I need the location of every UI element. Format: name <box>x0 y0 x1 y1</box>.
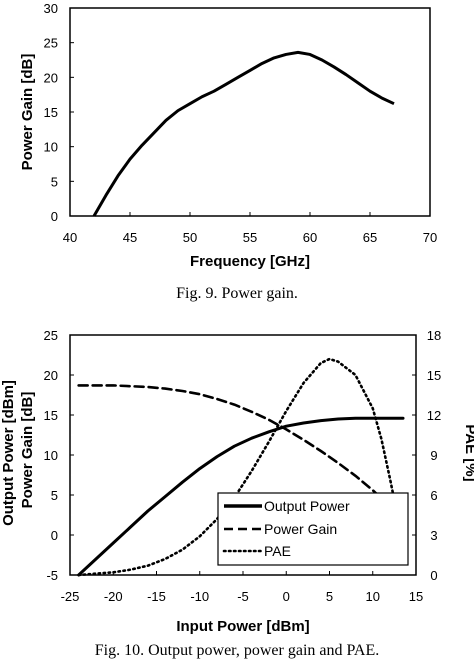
x-tick-label: 70 <box>423 230 437 245</box>
x-tick-label: 60 <box>303 230 317 245</box>
chart2-y-ticks: -5 0 5 10 15 20 25 <box>44 328 74 583</box>
pae-line <box>77 357 405 577</box>
chart2-right-y-ticks: 0 3 6 9 12 15 18 <box>412 328 441 583</box>
x-tick-label: -20 <box>104 589 123 604</box>
x-tick-label: -5 <box>237 589 249 604</box>
chart2-series <box>77 357 405 577</box>
y-tick-label: 25 <box>44 36 58 51</box>
y-tick-label: 25 <box>44 328 58 343</box>
y-tick-label: 30 <box>44 1 58 16</box>
chart1-series <box>92 50 395 217</box>
y-tick-label: 0 <box>51 209 58 224</box>
legend-label-power-gain: Power Gain <box>264 521 337 537</box>
y-tick-label: 10 <box>44 140 58 155</box>
power-gain-line <box>77 384 405 527</box>
x-tick-label: 65 <box>363 230 377 245</box>
right-y-tick-label: 0 <box>430 568 437 583</box>
x-tick-label: 10 <box>366 589 380 604</box>
x-tick-label: 40 <box>63 230 77 245</box>
right-y-tick-label: 15 <box>427 368 441 383</box>
y-tick-label: 5 <box>51 488 58 503</box>
chart1-x-ticks: 40 45 50 55 60 65 70 <box>63 212 437 245</box>
y-tick-label: 10 <box>44 448 58 463</box>
y-tick-label: 5 <box>51 174 58 189</box>
chart2-y-axis-label-output-power: Output Power [dBm] <box>0 380 17 526</box>
y-tick-label: 0 <box>51 528 58 543</box>
x-tick-label: 55 <box>243 230 257 245</box>
chart2-y-axis-label-power-gain: Power Gain [dB] <box>19 392 36 509</box>
legend-label-pae: PAE <box>264 543 291 559</box>
fig9-caption: Fig. 9. Power gain. <box>176 285 298 302</box>
chart1-y-axis-label: Power Gain [dB] <box>19 54 36 171</box>
chart1-x-axis-label: Frequency [GHz] <box>190 253 310 270</box>
power-gain-line <box>92 50 395 217</box>
right-y-tick-label: 12 <box>427 408 441 423</box>
x-tick-label: -25 <box>61 589 80 604</box>
right-y-tick-label: 18 <box>427 328 441 343</box>
right-y-tick-label: 6 <box>430 488 437 503</box>
legend-label-output-power: Output Power <box>264 498 350 514</box>
y-tick-label: 20 <box>44 368 58 383</box>
y-tick-label: 15 <box>44 105 58 120</box>
chart2-legend: Output Power Power Gain PAE <box>217 492 409 566</box>
x-tick-label: 0 <box>283 589 290 604</box>
y-tick-label: 20 <box>44 70 58 85</box>
x-tick-label: 50 <box>183 230 197 245</box>
right-y-tick-label: 9 <box>430 448 437 463</box>
x-tick-label: 15 <box>409 589 423 604</box>
right-y-tick-label: 3 <box>430 528 437 543</box>
chart1-plot-frame <box>69 7 431 217</box>
fig10-caption: Fig. 10. Output power, power gain and PA… <box>95 642 380 659</box>
y-tick-label: 15 <box>44 408 58 423</box>
chart1-y-ticks: 0 5 10 15 20 25 30 <box>44 1 74 224</box>
x-tick-label: 5 <box>326 589 333 604</box>
output-power-chart: -25 -20 -15 -10 -5 0 5 10 15 -5 0 5 10 15 20 25 0 3 6 9 12… <box>0 328 474 659</box>
y-tick-label: -5 <box>46 568 58 583</box>
chart2-x-ticks: -25 -20 -15 -10 -5 0 5 10 15 <box>61 571 423 604</box>
power-gain-chart: 40 45 50 55 60 65 70 0 5 10 15 20 25 30 Frequency [G… <box>19 1 437 302</box>
x-tick-label: 45 <box>123 230 137 245</box>
output-power-line <box>77 416 405 577</box>
chart2-x-axis-label: Input Power [dBm] <box>176 618 309 635</box>
x-tick-label: -15 <box>147 589 166 604</box>
chart2-right-y-axis-label: PAE [%] <box>462 424 474 481</box>
x-tick-label: -10 <box>190 589 209 604</box>
